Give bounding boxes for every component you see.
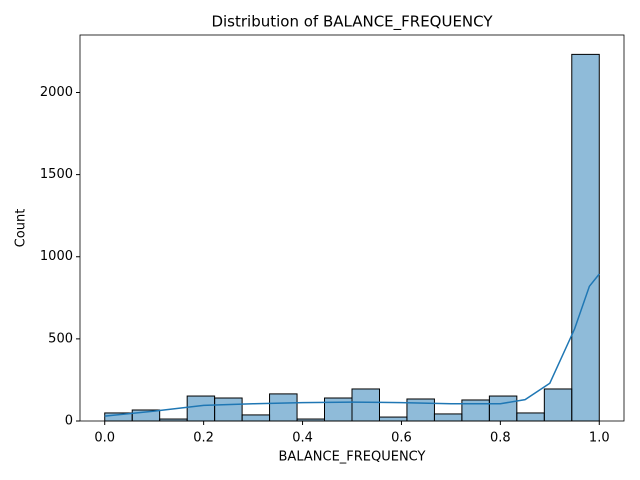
bar: [186, 395, 216, 422]
bar: [269, 393, 298, 422]
axes-frame: [79, 34, 625, 422]
x-tick-label: 0.2: [193, 431, 214, 446]
y-tick-label: 1500: [40, 167, 73, 182]
y-tick-label: 500: [48, 331, 73, 346]
bar: [214, 397, 243, 422]
kde-line: [104, 273, 600, 417]
x-tick-label: 1.0: [589, 431, 610, 446]
bar: [351, 388, 380, 422]
x-tick-label: 0.0: [94, 431, 115, 446]
y-axis-label: Count: [14, 209, 29, 248]
x-tick-label: 0.8: [490, 431, 511, 446]
bar: [378, 416, 408, 422]
bar: [543, 388, 573, 422]
bar: [433, 413, 463, 422]
bar: [571, 53, 600, 422]
chart-title: Distribution of BALANCE_FREQUENCY: [211, 13, 493, 32]
x-tick-label: 0.6: [391, 431, 412, 446]
y-tick-label: 2000: [40, 85, 73, 100]
y-tick-label: 0: [65, 414, 73, 429]
y-tick-label: 1000: [40, 249, 73, 264]
x-axis-label: BALANCE_FREQUENCY: [279, 450, 426, 465]
x-tick-label: 0.4: [292, 431, 313, 446]
bar: [516, 412, 545, 422]
bar: [241, 414, 271, 422]
bar: [488, 395, 518, 422]
